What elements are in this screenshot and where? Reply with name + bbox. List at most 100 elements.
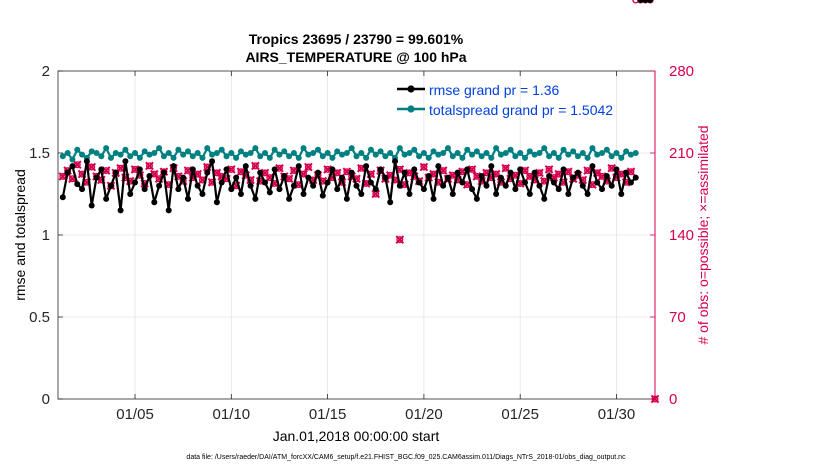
totalspread-point [377, 148, 384, 155]
rmse-point [541, 195, 548, 202]
totalspread-point [59, 153, 66, 160]
rmse-point [252, 195, 259, 202]
rmse-point [266, 189, 273, 196]
totalspread-point [122, 146, 129, 153]
totalspread-point [464, 146, 471, 153]
rmse-point [536, 182, 543, 189]
obs-possible-marker [420, 163, 428, 171]
totalspread-point [550, 150, 557, 156]
obs-possible-marker [396, 236, 404, 244]
rmse-point [194, 182, 201, 189]
y-tick-label: 0.5 [29, 309, 50, 326]
rmse-point [329, 166, 336, 173]
totalspread-point [493, 145, 500, 152]
obs-assimilated-marker [304, 162, 313, 172]
legend-rmse-marker [407, 85, 415, 93]
obs-possible-marker [285, 175, 293, 183]
totalspread-point [204, 145, 211, 152]
rmse-point [209, 158, 216, 165]
rmse-point [416, 179, 423, 186]
rmse-point [546, 172, 553, 179]
rmse-point [324, 179, 331, 186]
obs-possible-marker [145, 162, 153, 170]
rmse-point [353, 182, 360, 189]
totalspread-point [103, 145, 110, 152]
y2-axis-label: # of obs: o=possible; ×=assimilated [695, 125, 711, 344]
obs-assimilated-marker [544, 165, 554, 174]
totalspread-point [363, 154, 370, 161]
obs-assimilated-marker [87, 162, 97, 172]
rmse-point [372, 186, 379, 193]
totalspread-point [440, 150, 447, 156]
totalspread-point [594, 151, 601, 158]
totalspread-point [271, 146, 278, 153]
totalspread-point [189, 153, 196, 160]
totalspread-point [406, 150, 413, 156]
totalspread-point [613, 150, 620, 156]
rmse-point [160, 169, 167, 176]
obs-assimilated-marker [145, 161, 154, 171]
totalspread-point [416, 153, 423, 160]
totalspread-point [184, 148, 191, 155]
totalspread-point [319, 153, 326, 160]
totalspread-point [314, 146, 321, 153]
rmse-point [189, 166, 196, 173]
rmse-point [497, 174, 504, 181]
rmse-point [88, 202, 95, 209]
rmse-point [459, 179, 466, 186]
rmse-point [237, 191, 244, 197]
totalspread-point [112, 150, 119, 156]
rmse-point [613, 166, 620, 173]
rmse-point [550, 179, 557, 186]
rmse-point [396, 182, 403, 189]
totalspread-point [608, 153, 615, 160]
totalspread-point [449, 153, 456, 160]
totalspread-point [531, 151, 538, 158]
totalspread-point [305, 151, 312, 158]
rmse-point [151, 199, 158, 206]
rmse-point [579, 182, 586, 189]
rmse-point [348, 169, 355, 176]
totalspread-point [252, 145, 259, 152]
totalspread-point [170, 154, 177, 161]
rmse-point [411, 166, 418, 173]
rmse-point [387, 199, 394, 206]
totalspread-point [411, 146, 418, 153]
rmse-point [594, 179, 601, 186]
x-tick-label: 01/25 [501, 406, 539, 423]
rmse-point [165, 207, 172, 214]
chart-title: Tropics 23695 / 23790 = 99.601% [249, 31, 464, 47]
rmse-point [454, 169, 461, 176]
totalspread-point [497, 151, 504, 158]
rmse-point [228, 186, 235, 193]
rmse-point [517, 166, 524, 173]
rmse-point [449, 191, 456, 197]
rmse-point [603, 172, 610, 179]
rmse-point [247, 182, 254, 189]
x-tick-label: 01/10 [213, 406, 251, 423]
rmse-point [271, 166, 278, 173]
totalspread-point [526, 148, 533, 155]
rmse-point [584, 191, 591, 197]
totalspread-point [160, 153, 167, 160]
grid-lines [58, 71, 655, 399]
totalspread-point [117, 151, 124, 158]
totalspread-point [223, 153, 230, 160]
rmse-point [242, 163, 249, 170]
rmse-point [93, 174, 100, 181]
totalspread-point [281, 148, 288, 155]
totalspread-point [324, 150, 331, 156]
rmse-point [406, 191, 413, 197]
obs-assimilated-marker [371, 189, 381, 199]
totalspread-point [69, 156, 76, 163]
totalspread-point [469, 151, 476, 158]
totalspread-point [343, 150, 350, 156]
totalspread-point [502, 150, 509, 156]
totalspread-point [180, 151, 187, 158]
rmse-point [565, 191, 572, 197]
totalspread-point [247, 150, 254, 156]
totalspread-point [194, 150, 201, 156]
rmse-point [647, 0, 654, 3]
rmse-point [276, 186, 283, 193]
